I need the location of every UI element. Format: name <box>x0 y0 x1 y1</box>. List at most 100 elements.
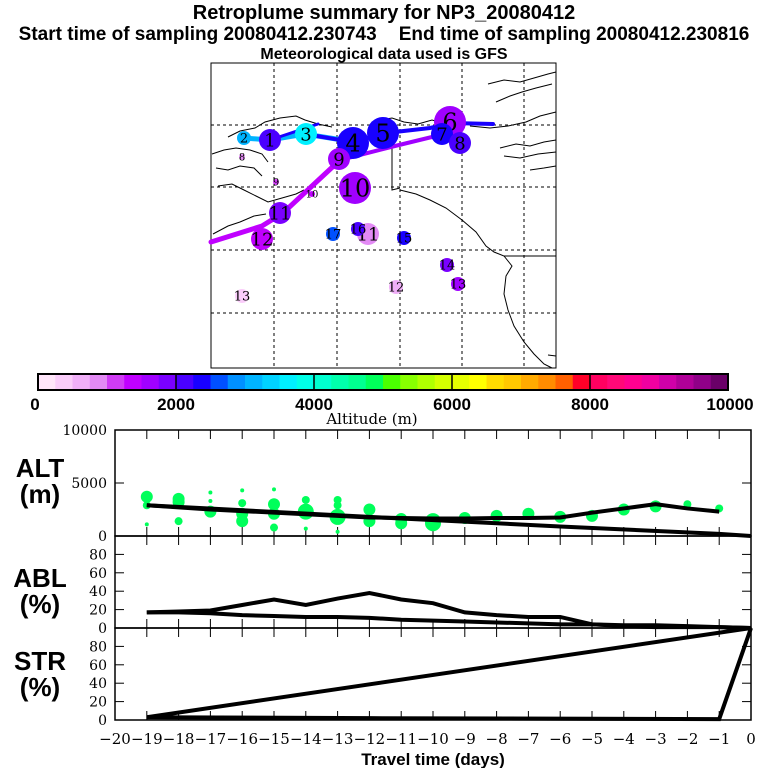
map-point-label: 13 <box>450 278 467 293</box>
map-point-label: 7 <box>436 124 447 145</box>
alt-cluster-dot <box>363 503 376 516</box>
colorbar-swatch <box>590 374 608 390</box>
map-point: 8 <box>449 132 471 154</box>
met-data-label: Meteorological data used is GFS <box>260 46 508 63</box>
map-point-marker <box>326 227 340 241</box>
map-point-label: 12 <box>251 229 274 250</box>
x-tick-label: −19 <box>131 730 163 748</box>
map-point-label: 11 <box>269 203 292 224</box>
map-point: 9 <box>328 148 350 170</box>
alt-cluster-dot <box>268 498 280 511</box>
map-point-label: 9 <box>333 149 344 170</box>
map-point: 10 <box>339 172 371 204</box>
map-point-label: 13 <box>234 290 251 305</box>
map-point-marker <box>389 280 403 294</box>
map-point-label: 2 <box>240 132 248 147</box>
x-tick-label: 0 <box>746 730 756 748</box>
map-point-marker <box>339 172 371 204</box>
map-point-marker <box>259 129 281 151</box>
map-point-label: 5 <box>375 119 390 147</box>
map-point: 7 <box>431 123 453 145</box>
coastline-segment <box>547 354 557 357</box>
colorbar-swatch <box>641 374 660 390</box>
map-point: 14 <box>439 258 455 274</box>
map-point: 11 <box>269 202 292 224</box>
map-point: 3 <box>295 123 317 145</box>
coastline-segment <box>227 115 333 138</box>
coastline-segment <box>503 151 557 159</box>
map-point-label: 8 <box>239 153 245 164</box>
colorbar-swatch <box>452 374 470 390</box>
colorbar-tick-label: 0 <box>30 395 39 414</box>
y-tick-label: 20 <box>89 695 107 711</box>
colorbar-tick-label: 4000 <box>295 395 333 414</box>
map-point: 17 <box>325 227 341 243</box>
colorbar-swatch <box>38 374 56 390</box>
colorbar-swatch <box>676 374 694 390</box>
colorbar-swatch <box>607 374 625 390</box>
x-tick-label: −18 <box>163 730 195 748</box>
colorbar-swatch <box>158 374 177 390</box>
y-tick-label: 5000 <box>71 476 107 492</box>
y-tick-label: 0 <box>98 621 107 637</box>
y-tick-label: 60 <box>89 566 107 582</box>
colorbar-swatch <box>141 374 160 390</box>
x-tick-label: −1 <box>708 730 730 748</box>
colorbar-tick-label: 10000 <box>706 395 753 414</box>
colorbar-swatch <box>89 374 108 390</box>
alt-cluster-dot <box>335 529 340 534</box>
map-point: 16 <box>350 222 366 238</box>
x-tick-label: −10 <box>417 730 449 748</box>
map-point-marker <box>367 117 399 149</box>
colorbar-swatch <box>659 374 677 390</box>
colorbar-swatch <box>279 374 298 390</box>
alt-cluster-dot <box>236 515 249 528</box>
coastline-segment <box>211 147 269 163</box>
x-tick-label: −4 <box>613 730 635 748</box>
colorbar-swatch <box>693 374 712 390</box>
colorbar-swatch <box>107 374 125 390</box>
y-tick-label: 80 <box>89 547 107 563</box>
colorbar-swatch <box>331 374 349 390</box>
abl-label-line1: ABL <box>13 563 67 593</box>
y-tick-label: 10000 <box>62 423 107 439</box>
map-point: 13 <box>450 277 467 293</box>
map-point-label: 10 <box>340 174 371 202</box>
colorbar-swatch <box>262 374 280 390</box>
colorbar-tick-label: 6000 <box>433 395 471 414</box>
map-point-label: 3 <box>300 124 311 145</box>
colorbar-swatch <box>538 374 556 390</box>
x-tick-label: −17 <box>195 730 227 748</box>
map-point-marker <box>309 191 315 197</box>
colorbar-swatch <box>469 374 487 390</box>
colorbar-swatch <box>55 374 73 390</box>
colorbar-swatch <box>193 374 211 390</box>
colorbar-swatch <box>383 374 401 390</box>
colorbar-swatch <box>245 374 263 390</box>
alt-label-line2: (m) <box>19 479 61 509</box>
chart-title: Retroplume summary for NP3_20080412 <box>192 2 576 24</box>
alt-cluster-dot <box>208 499 213 504</box>
coastline-segment <box>212 213 267 235</box>
colorbar: 0 2000 4000 6000 8000 10000 <box>30 373 754 414</box>
str-line <box>146 627 753 722</box>
alt-label-line1: ALT <box>15 453 65 483</box>
colorbar-swatch <box>572 374 591 390</box>
alt-cluster-dot <box>208 490 213 495</box>
colorbar-frame <box>37 373 729 391</box>
str-label-line2: (%) <box>19 672 61 702</box>
x-tick-label: −20 <box>99 730 131 748</box>
alt-cluster-dot <box>270 523 278 532</box>
map-point-marker <box>449 132 471 154</box>
alt-cluster-dot <box>174 517 183 526</box>
map-point-marker <box>237 131 251 145</box>
coastline-segment <box>487 71 557 85</box>
map-point: 8 <box>239 153 245 164</box>
map-point: 2 <box>237 131 251 147</box>
map-point: 13 <box>234 289 251 305</box>
x-tick-label: −3 <box>645 730 667 748</box>
map-point-label: 1 <box>264 130 275 151</box>
map-point-label: 10 <box>306 190 319 201</box>
coastline-segment <box>217 183 305 203</box>
